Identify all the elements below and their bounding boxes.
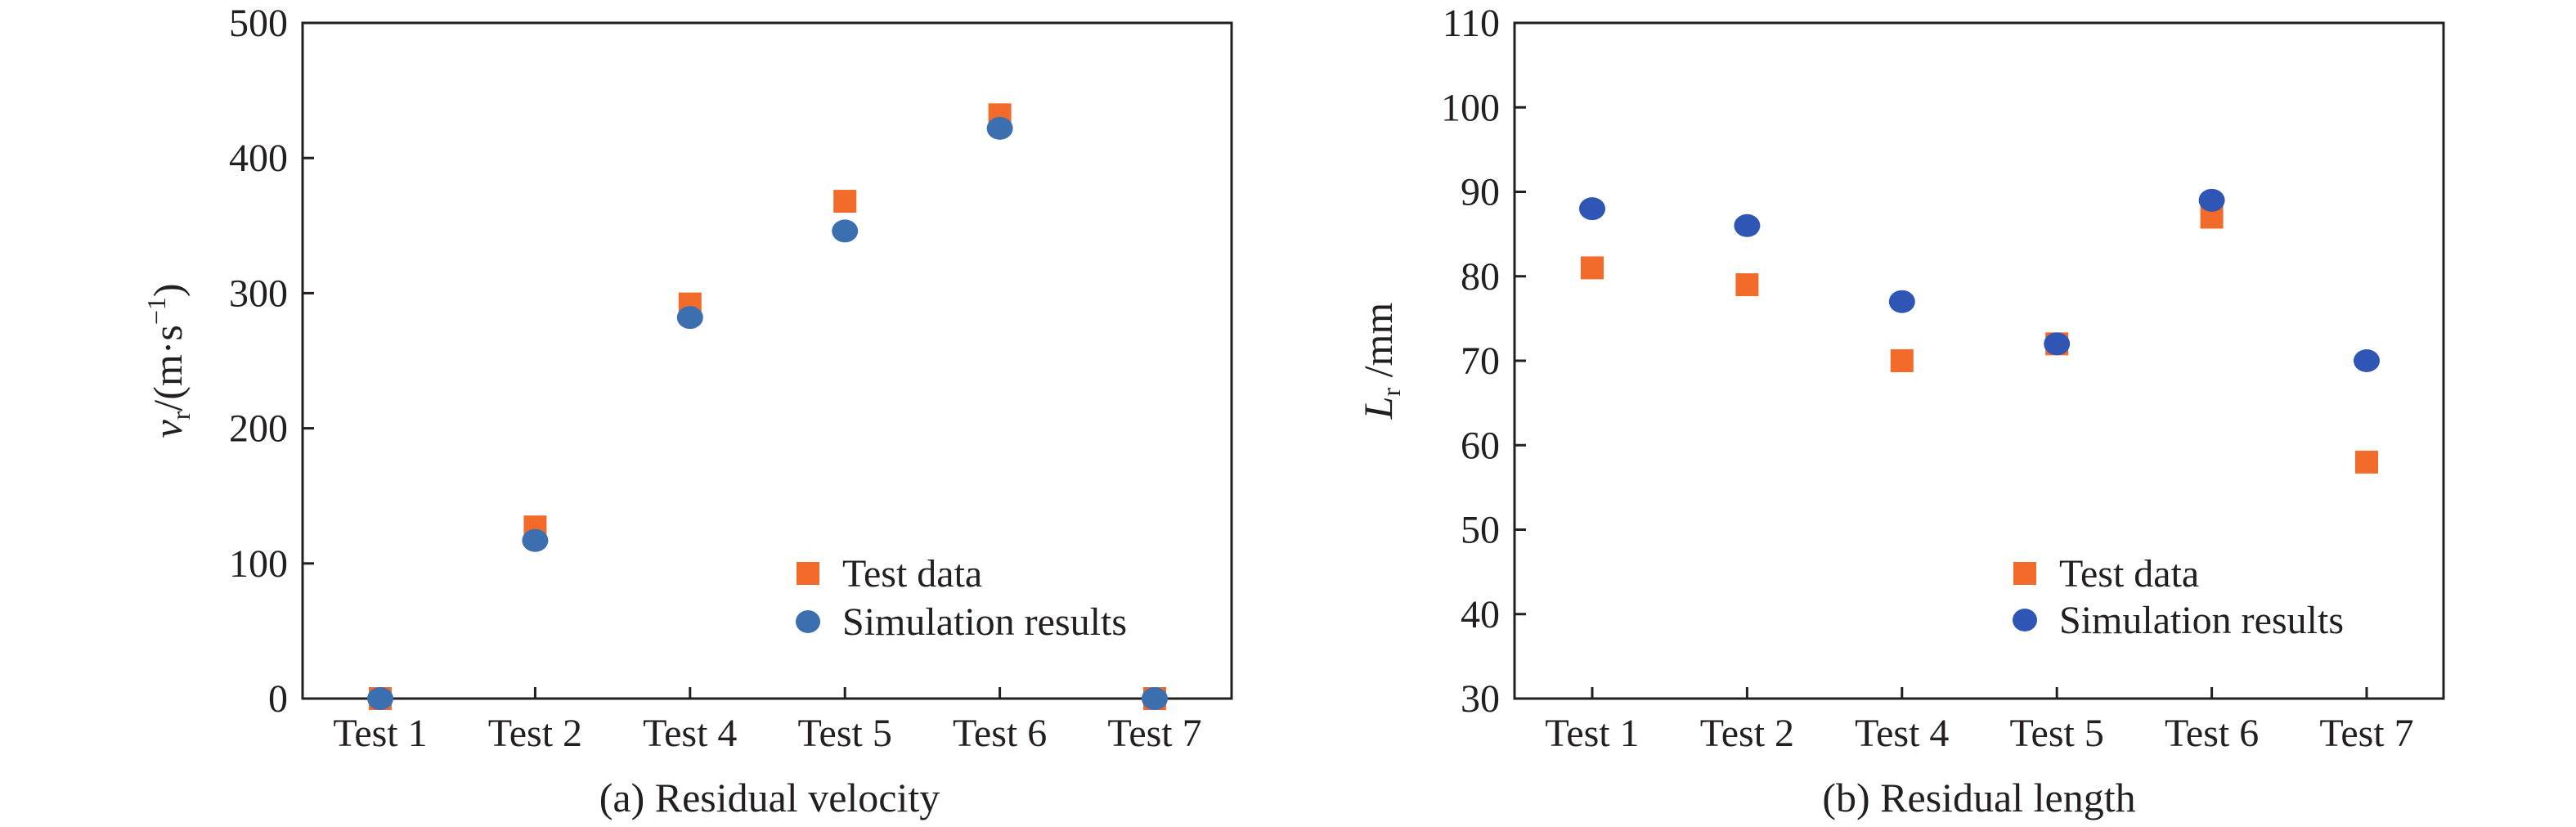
legend-marker-simulation [796,610,820,633]
svg-text:vr/(m·s−1): vr/(m·s−1) [141,283,195,438]
y-tick-label: 200 [229,407,288,451]
y-tick-label: 40 [1461,593,1500,636]
y-tick-label: 60 [1461,424,1500,467]
x-tick-label: Test 1 [333,712,427,755]
y-tick-label: 30 [1461,677,1500,721]
x-tick-label: Test 4 [1855,712,1949,755]
point-simulation [2354,349,2380,372]
legend-label-test-data: Test data [842,552,982,596]
point-simulation [1579,197,1605,221]
x-tick-label: Test 4 [643,712,737,755]
panel-caption: (a) Residual velocity [599,775,940,820]
svg-text:Lr /mm: Lr /mm [1355,303,1406,420]
legend-marker-test-data [2013,562,2036,585]
y-tick-label: 300 [229,272,288,315]
y-axis-label-unit: /mm [1355,303,1401,388]
x-tick-label: Test 6 [953,712,1047,755]
y-axis: 30 40 50 60 70 80 90 100 110 [1441,2,1526,721]
y-tick-label: 100 [1441,86,1500,129]
point-simulation [367,687,393,710]
x-tick-label: Test 2 [488,712,582,755]
y-tick-label: 50 [1461,509,1500,552]
y-axis-label-main: v [145,420,191,438]
point-simulation [986,116,1013,140]
y-tick-label: 90 [1461,171,1500,214]
point-test-data [833,190,857,213]
legend-label-test-data: Test data [2059,552,2199,596]
point-simulation [2044,332,2071,356]
y-tick-label: 400 [229,137,288,180]
y-axis-label-sub: r [166,411,195,420]
point-test-data [1890,349,1914,372]
legend-label-simulation: Simulation results [2059,599,2344,642]
x-tick-label: Test 6 [2165,712,2259,755]
y-axis-label: Lr /mm [1355,303,1406,420]
legend: Test data Simulation results [2013,552,2344,642]
legend-marker-simulation [2013,609,2037,631]
data-points [1579,188,2380,474]
point-simulation [1142,687,1168,710]
data-points [367,103,1168,710]
point-test-data [1735,273,1759,297]
y-axis-label: vr/(m·s−1) [141,283,195,438]
point-test-data [2355,450,2378,474]
point-simulation [522,528,549,552]
point-test-data [1581,256,1604,280]
point-simulation [676,306,703,330]
x-tick-label: Test 5 [2010,712,2104,755]
y-axis-label-sub: r [1376,388,1406,397]
x-tick-label: Test 7 [1107,712,1201,755]
x-tick-label: Test 1 [1545,712,1639,755]
plot-frame [301,21,1233,700]
point-simulation [1888,290,1915,313]
y-tick-label: 80 [1461,255,1500,299]
y-axis-label-main: L [1355,397,1401,420]
legend: Test data Simulation results [796,552,1127,644]
legend-label-simulation: Simulation results [842,600,1127,644]
y-axis-label-unit: /(m·s [145,325,191,411]
y-tick-label: 0 [268,677,288,721]
y-tick-label: 100 [229,542,288,586]
x-tick-label: Test 7 [2319,712,2413,755]
x-tick-label: Test 5 [798,712,892,755]
point-simulation [1734,213,1761,237]
legend-marker-test-data [797,562,819,585]
plot-frame [1513,21,2445,700]
y-axis-label-close: ) [145,283,191,297]
x-axis: Test 1 Test 2 Test 4 Test 5 Test 6 Test 7 [1545,687,2414,755]
y-axis: 0 100 200 300 400 500 [229,2,314,721]
y-tick-label: 500 [229,2,288,45]
panel-caption: (b) Residual length [1822,775,2135,820]
point-simulation [832,219,859,243]
y-tick-label: 110 [1443,2,1500,45]
x-axis: Test 1 Test 2 Test 4 Test 5 Test 6 Test 7 [333,687,1202,755]
y-tick-label: 70 [1461,339,1500,383]
point-simulation [2198,188,2225,212]
x-tick-label: Test 2 [1700,712,1794,755]
y-axis-label-sup: −1 [141,297,171,325]
